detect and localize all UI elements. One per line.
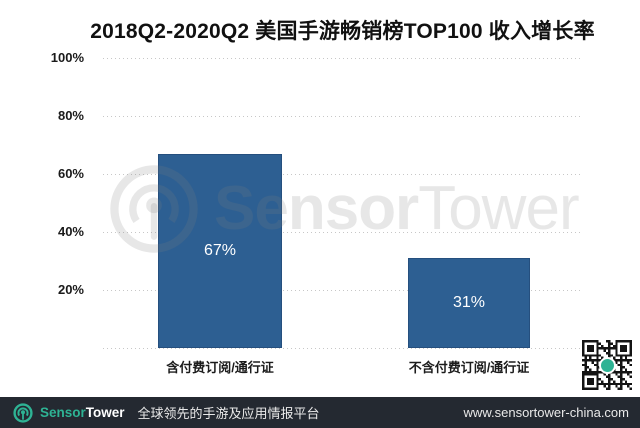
y-axis-tick: 100% [50,50,84,65]
footer-tagline: 全球领先的手游及应用情报平台 [137,406,320,421]
plot-area: 100% 80% 60% 40% 20% 67% 31% [51,50,580,349]
footer-website: www.sensortower-china.com [463,405,629,420]
gridline-80: 80% [58,108,580,123]
gridline-0 [103,348,580,349]
bar-value-label: 31% [452,294,486,312]
gridline-100: 100% [51,50,580,65]
gridline-20: 20% [58,282,580,297]
bar-with-paid-subscription: 67% [158,153,282,348]
y-axis-tick: 40% [57,224,84,239]
x-axis-category-label: 含付费订阅/通行证 [166,360,274,375]
footer-bar: SensorTower 全球领先的手游及应用情报平台 www.sensortow… [0,397,640,428]
chart-title: 2018Q2-2020Q2 美国手游畅销榜TOP100 收入增长率 [90,20,595,43]
gridline-40: 40% [58,224,580,239]
y-axis-tick: 80% [57,108,84,123]
sensortower-logo-icon [13,402,33,423]
y-axis-tick: 60% [57,166,84,181]
footer-brand: SensorTower [40,405,125,420]
y-axis-tick: 20% [57,282,84,297]
qr-code [580,338,634,392]
x-axis-category-label: 不含付费订阅/通行证 [408,360,530,375]
gridline-60: 60% [58,166,580,181]
bar-value-label: 67% [203,241,237,259]
bar-without-paid-subscription: 31% [408,258,530,348]
qr-center-logo [598,356,616,374]
